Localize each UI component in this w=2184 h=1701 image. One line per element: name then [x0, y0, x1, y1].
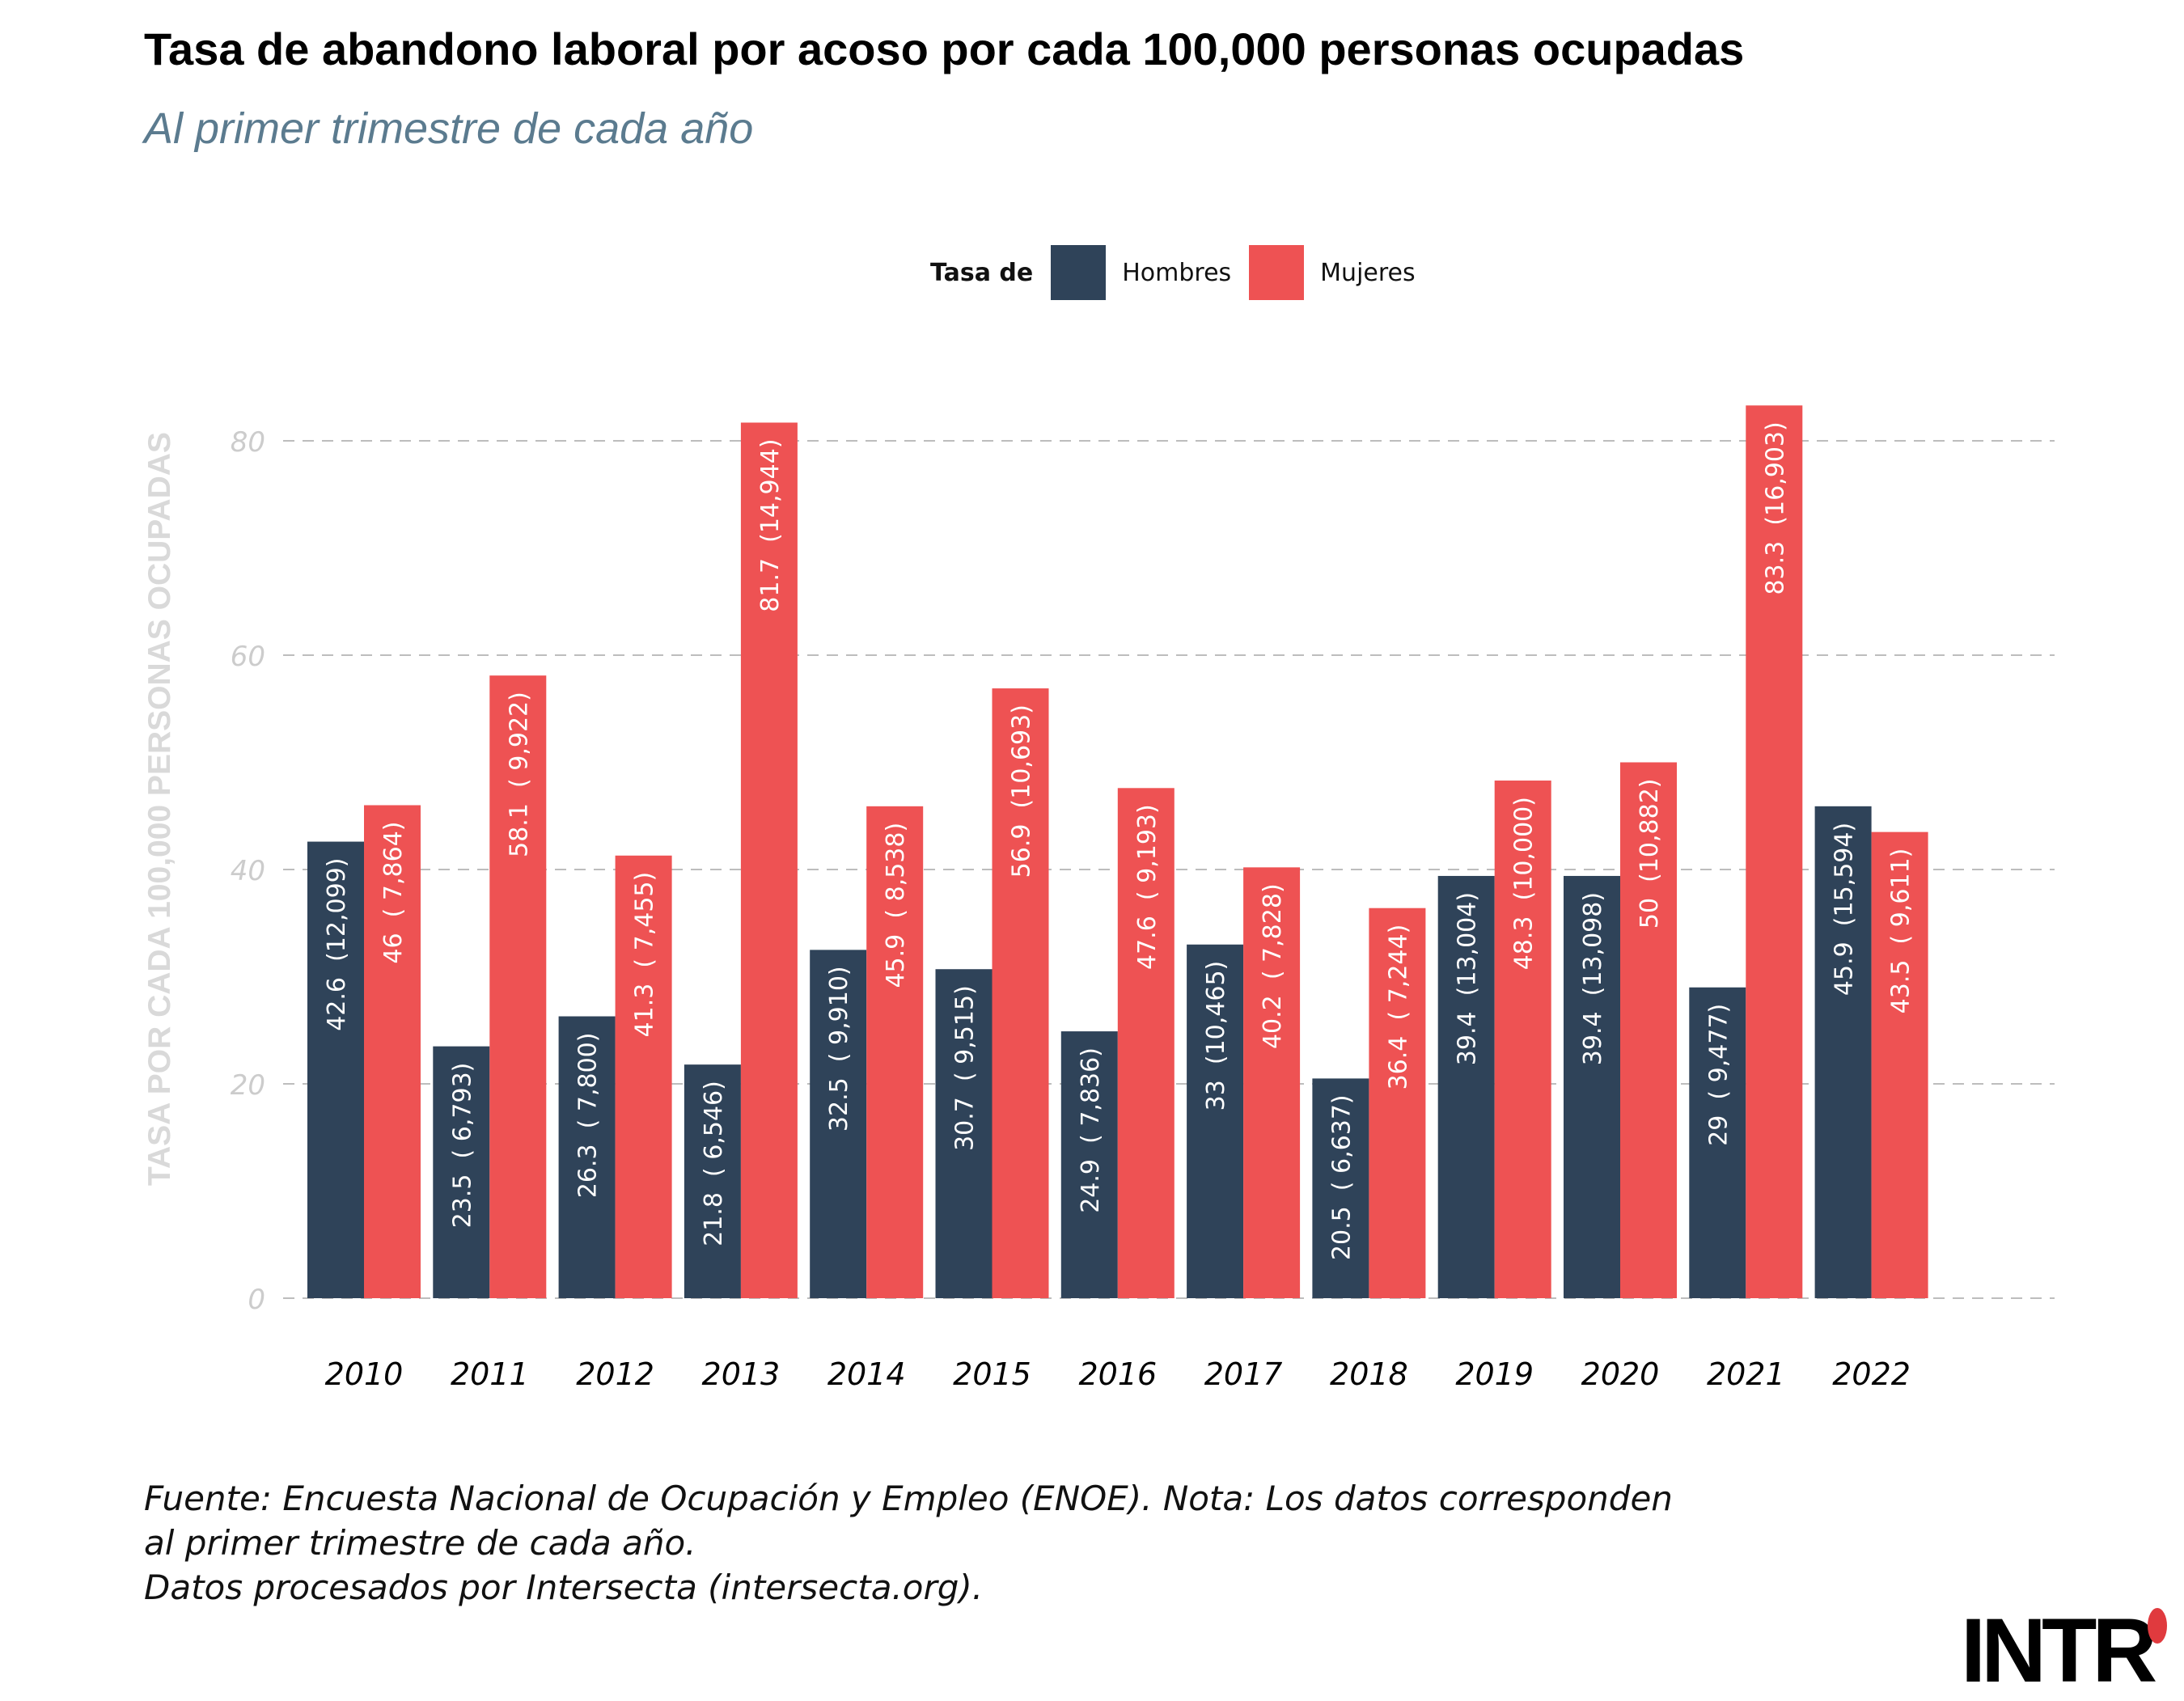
footer-line-3: Datos procesados por Intersecta (interse…: [144, 1568, 984, 1607]
bar-mujeres: [866, 806, 924, 1298]
data-label: 20.5 ( 6,637): [1327, 1094, 1356, 1260]
x-tick-label: 2016: [1078, 1356, 1157, 1392]
legend-swatch-mujeres: [1249, 245, 1305, 300]
data-label: 46 ( 7,864): [379, 822, 408, 964]
footer-line-1: Fuente: Encuesta Nacional de Ocupación y…: [144, 1479, 1673, 1518]
data-label: 45.9 (15,594): [1831, 823, 1859, 996]
bar-hombres: [1312, 1078, 1369, 1298]
legend-label-hombres: Hombres: [1122, 258, 1232, 287]
data-label: 56.9 (10,693): [1008, 705, 1036, 878]
y-tick-label: 40: [231, 855, 265, 887]
bar-mujeres: [992, 688, 1049, 1298]
data-label: 45.9 ( 8,538): [882, 823, 910, 988]
bar-hombres: [1814, 806, 1872, 1298]
bar-hombres: [684, 1064, 741, 1298]
x-tick-label: 2010: [325, 1356, 404, 1392]
x-tick-label: 2021: [1707, 1356, 1785, 1392]
bar-mujeres: [489, 675, 547, 1298]
data-label: 21.8 ( 6,546): [700, 1081, 728, 1246]
logo-dot-icon: [2148, 1608, 2167, 1644]
x-tick-label: 2020: [1581, 1356, 1660, 1392]
bar-mujeres: [1117, 788, 1175, 1298]
data-label: 36.4 ( 7,244): [1384, 925, 1412, 1090]
chart-title: Tasa de abandono laboral por acoso por c…: [144, 23, 1745, 74]
data-label: 33 (10,465): [1202, 961, 1230, 1111]
data-label: 58.1 ( 9,922): [505, 692, 533, 857]
x-tick-label: 2022: [1832, 1356, 1911, 1392]
intersecta-logo: INTR: [1961, 1600, 2157, 1701]
bar-mujeres: [1620, 762, 1677, 1298]
bar-mujeres: [740, 422, 798, 1298]
y-tick-label: 60: [231, 641, 265, 673]
data-label: 39.4 (13,098): [1579, 892, 1607, 1065]
bar-hombres: [1187, 944, 1244, 1298]
y-tick-label: 20: [231, 1069, 265, 1102]
bar-hombres: [810, 950, 867, 1298]
legend-title: Tasa de: [930, 258, 1034, 287]
chart-subtitle: Al primer trimestre de cada año: [144, 104, 754, 153]
data-label: 40.2 ( 7,828): [1259, 883, 1287, 1049]
data-label: 50 (10,882): [1636, 779, 1664, 929]
x-tick-label: 2014: [827, 1356, 906, 1392]
bar-hombres: [558, 1016, 616, 1298]
footer-source: Fuente: Encuesta Nacional de Ocupación y…: [144, 1476, 1673, 1610]
y-tick-label: 80: [231, 426, 265, 459]
bar-mujeres: [1746, 405, 1803, 1298]
bar-hombres: [1060, 1031, 1118, 1298]
data-label: 24.9 ( 7,836): [1077, 1047, 1105, 1213]
data-label: 29 ( 9,477): [1704, 1004, 1733, 1146]
bar-hombres: [1437, 875, 1495, 1298]
x-tick-label: 2013: [702, 1356, 781, 1392]
data-label: 83.3 (16,903): [1761, 421, 1789, 595]
footer-line-2: al primer trimestre de cada año.: [144, 1523, 696, 1563]
data-label: 47.6 ( 9,193): [1133, 804, 1162, 970]
data-label: 30.7 ( 9,515): [951, 985, 980, 1151]
x-tick-label: 2019: [1455, 1356, 1534, 1392]
x-tick-label: 2011: [451, 1356, 529, 1392]
data-label: 32.5 ( 9,910): [825, 966, 853, 1132]
x-tick-label: 2017: [1204, 1356, 1283, 1392]
bar-hombres: [433, 1046, 490, 1298]
data-label: 26.3 ( 7,800): [574, 1033, 603, 1199]
legend-label-mujeres: Mujeres: [1320, 258, 1416, 287]
legend-swatch-hombres: [1051, 245, 1107, 300]
data-label: 39.4 (13,004): [1454, 892, 1482, 1065]
bar-mujeres: [1871, 831, 1928, 1298]
data-label: 42.6 (12,099): [323, 858, 351, 1031]
bar-hombres: [307, 841, 364, 1298]
data-label: 81.7 (14,944): [756, 438, 785, 611]
data-label: 48.3 (10,000): [1510, 797, 1539, 970]
bar-hombres: [935, 969, 993, 1298]
x-tick-label: 2015: [953, 1356, 1031, 1392]
bar-mujeres: [615, 855, 672, 1298]
bar-mujeres: [1243, 867, 1301, 1298]
data-label: 41.3 ( 7,455): [631, 872, 659, 1038]
x-tick-label: 2018: [1330, 1356, 1408, 1392]
bar-mujeres: [364, 805, 421, 1298]
y-axis-title: TASA POR CADA 100,000 PERSONAS OCUPADAS: [142, 432, 177, 1186]
bar-mujeres: [1494, 781, 1551, 1298]
bar-hombres: [1564, 875, 1620, 1298]
y-tick-label: 0: [248, 1284, 265, 1316]
x-tick-label: 2012: [576, 1356, 654, 1392]
data-label: 43.5 ( 9,611): [1887, 848, 1915, 1014]
chart-legend: Tasa de Hombres Mujeres: [930, 245, 1433, 300]
bar-mujeres: [1369, 908, 1426, 1298]
bar-hombres: [1689, 987, 1746, 1298]
data-label: 23.5 ( 6,793): [448, 1063, 476, 1229]
